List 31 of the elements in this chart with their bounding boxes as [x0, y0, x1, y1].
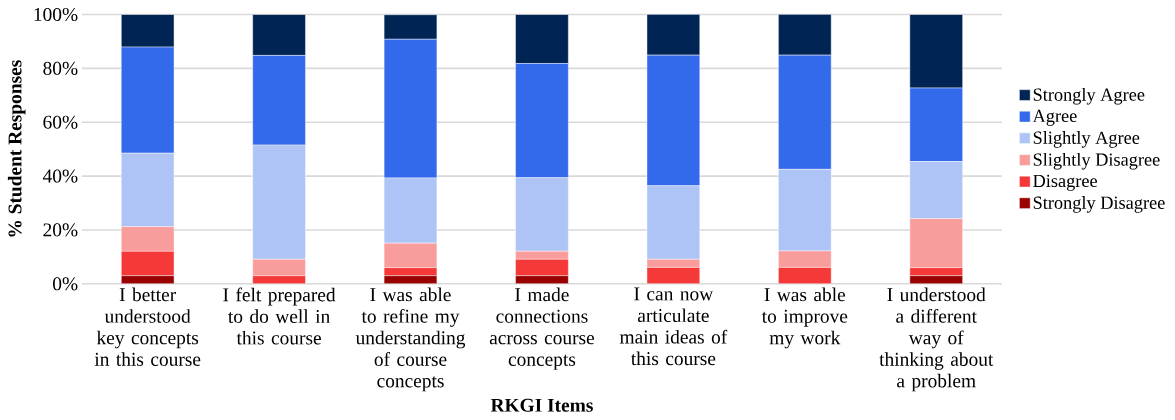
bar [121, 14, 175, 48]
bar [383, 14, 438, 40]
legend-label: Slightly Disagree [1033, 153, 1160, 170]
y-axis-title: % Student Responses [7, 60, 26, 237]
y-tick-label: 0% [53, 277, 78, 291]
legend-label: Strongly Agree [1033, 88, 1145, 105]
legend-label: Agree [1032, 109, 1077, 126]
x-tick-label: I was able to improve my work [761, 287, 848, 349]
x-tick-label: I can now articulate main ideas of this course [619, 287, 728, 366]
bar [252, 14, 306, 56]
y-tick-label: 20% [43, 223, 78, 237]
y-tick-label: 60% [43, 115, 78, 129]
bar [778, 14, 832, 56]
legend-label: Slightly Agree [1033, 131, 1140, 148]
y-tick-label: 100% [34, 8, 78, 22]
legend-label: Strongly Disagree [1033, 196, 1165, 213]
x-axis-title: RKGI Items [490, 398, 593, 412]
x-tick-label: I made connections across course concepts [489, 287, 595, 370]
legend-label: Disagree [1033, 174, 1098, 191]
bar [646, 14, 700, 56]
x-tick-label: I was able to refine my understanding of course concepts [355, 287, 466, 392]
x-tick-label: I understood a different way of thinking about a problem [879, 287, 994, 392]
y-tick-label: 40% [42, 169, 78, 183]
y-tick-label: 80% [43, 61, 78, 76]
bar [515, 14, 569, 64]
bar [515, 259, 569, 277]
bar [778, 267, 832, 284]
x-tick-label: I better understood key concepts in this course [94, 287, 201, 367]
x-tick-label: I felt prepared to do well in this course [223, 287, 336, 345]
bar [909, 14, 963, 89]
bar [121, 251, 175, 277]
